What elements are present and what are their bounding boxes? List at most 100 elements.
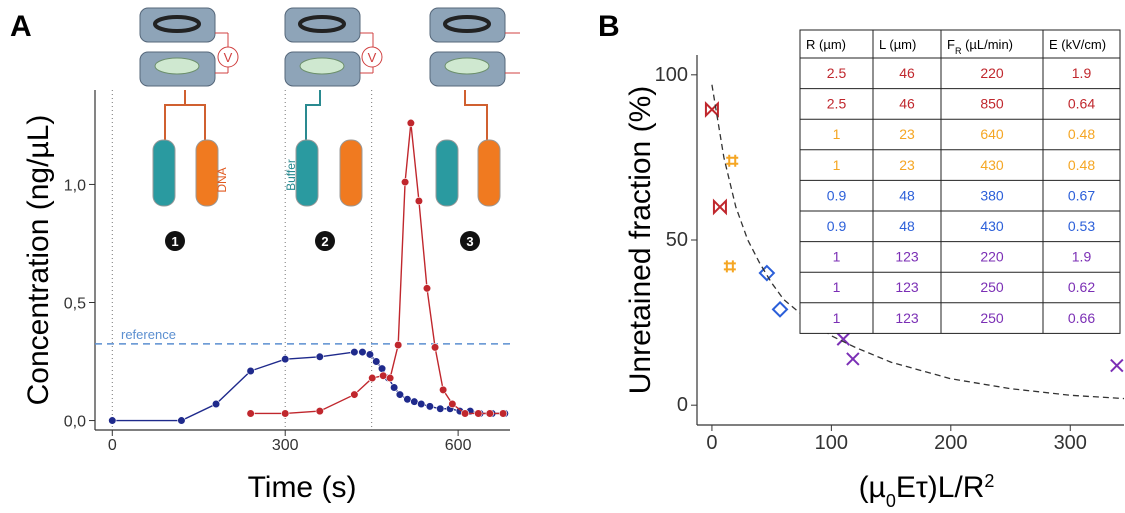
table-header: L (µm) (879, 37, 916, 52)
table-cell: 430 (980, 157, 1004, 173)
data-point (281, 355, 290, 364)
x-tick-label: 600 (445, 437, 472, 454)
device-illustrations (139, 7, 520, 251)
data-point (846, 352, 860, 366)
data-point (350, 347, 359, 357)
tubes (152, 90, 501, 207)
table-cell: 0.62 (1068, 279, 1095, 295)
table-cell: 250 (980, 310, 1004, 326)
step-badge (460, 231, 480, 251)
data-point (177, 416, 186, 425)
data-point (108, 416, 117, 425)
y-tick-label: 100 (655, 64, 688, 86)
device-3 (429, 7, 520, 87)
table-cell: 850 (980, 96, 1004, 112)
table-cell: 0.64 (1068, 96, 1095, 112)
table-cell: 1 (833, 126, 841, 142)
table-cell: 48 (899, 187, 915, 203)
dna-label: DNA (215, 167, 229, 192)
data-point (485, 409, 494, 418)
table-cell: 123 (895, 249, 919, 265)
data-point (460, 409, 470, 418)
table-cell: 123 (895, 279, 919, 295)
table-cell: 250 (980, 279, 1004, 295)
data-point (414, 196, 424, 206)
table-header: R (µm) (806, 37, 846, 52)
y-tick-label: 1,0 (64, 177, 86, 194)
data-point (425, 402, 434, 411)
y-axis-label: Concentration (ng/µL) (22, 115, 55, 406)
data-point (406, 118, 415, 128)
data-point (315, 407, 324, 416)
table-cell: 2.5 (827, 96, 847, 112)
table-cell: 0.9 (827, 187, 847, 203)
table-cell: 380 (980, 187, 1004, 203)
data-point (246, 366, 255, 376)
x-axis-label-part: (µ (859, 471, 886, 504)
x-axis-label-part: Eτ)L/R (896, 471, 985, 504)
data-point (350, 390, 359, 399)
table-cell: 1.9 (1072, 65, 1092, 81)
data-point (439, 385, 448, 394)
y-tick-label: 0 (677, 394, 688, 416)
data-point (400, 177, 410, 187)
data-point (315, 352, 324, 361)
x-axis-label-part: 0 (886, 491, 896, 508)
data-point (395, 390, 405, 399)
data-point (448, 399, 457, 409)
y-tick-label: 50 (666, 229, 688, 251)
voltmeter (361, 46, 383, 68)
data-point (1110, 358, 1124, 373)
data-point (430, 343, 440, 352)
data-point (771, 300, 789, 318)
table-cell: 0.48 (1068, 126, 1095, 142)
table-cell: 640 (980, 126, 1004, 142)
table-cell: 1 (833, 249, 841, 265)
x-axis-label-part: 2 (984, 471, 994, 491)
data-point (358, 347, 367, 357)
device-2 (284, 7, 374, 87)
table-header-part: R (955, 46, 962, 56)
table-cell: 23 (899, 126, 915, 142)
step-number: 1 (171, 234, 178, 249)
parameter-table: R (µm) L (µm) FR (µL/min) E (kV/cm) 2.5 46 220… (799, 29, 1121, 334)
step-badge (165, 231, 185, 251)
data-point (417, 399, 426, 409)
panel-label: B (598, 10, 620, 43)
data-point (372, 357, 381, 366)
reference-label: reference (121, 327, 176, 342)
table-cell: 23 (899, 157, 915, 173)
data-point (410, 397, 419, 406)
series-line (112, 351, 505, 422)
table-background (799, 29, 1121, 334)
table-cell: 46 (899, 65, 915, 81)
data-point (386, 373, 395, 383)
table-header-part: (µL/min) (961, 37, 1013, 52)
table-cell: 0.66 (1068, 310, 1095, 326)
x-tick-label: 300 (1054, 432, 1087, 454)
step-number: 3 (466, 234, 473, 249)
table-cell: 1 (833, 310, 841, 326)
data-point (436, 404, 445, 413)
table-cell: 1 (833, 279, 841, 295)
table-cell: 48 (899, 218, 915, 234)
data-point (723, 260, 736, 273)
table-header-part: F (947, 37, 955, 52)
data-point (403, 395, 412, 404)
data-point (377, 364, 387, 373)
table-cell: 0.53 (1068, 218, 1095, 234)
data-point (474, 409, 483, 418)
buffer-label: Buffer (284, 159, 298, 191)
table-header: FR (µL/min) (947, 37, 1013, 56)
table-cell: 46 (899, 96, 915, 112)
data-point (246, 409, 255, 418)
data-point (211, 399, 221, 409)
table-cell: 123 (895, 310, 919, 326)
table-cell: 0.9 (827, 218, 847, 234)
y-axis-label: Unretained fraction (%) (624, 86, 657, 394)
x-tick-label: 0 (108, 437, 117, 454)
x-tick-label: 0 (706, 432, 717, 454)
table-cell: 1.9 (1072, 249, 1092, 265)
